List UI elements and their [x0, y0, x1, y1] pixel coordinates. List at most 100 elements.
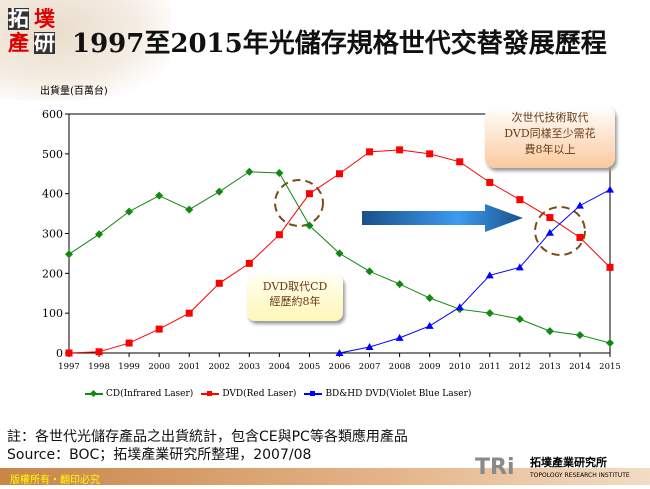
- data-point: [95, 348, 103, 356]
- data-point: [95, 230, 104, 239]
- x-tick-label: 1999: [118, 362, 140, 372]
- data-point: [155, 191, 164, 200]
- logo-char: 拓: [8, 7, 29, 31]
- data-point: [185, 309, 193, 317]
- x-tick-label: 2012: [509, 362, 531, 372]
- footer-bar: 版權所有・翻印必究: [0, 468, 650, 486]
- legend-label: CD(Infrared Laser): [106, 389, 194, 399]
- brand-short: TRi: [475, 455, 515, 480]
- callout-text: 次世代技術取代: [511, 111, 589, 124]
- data-point: [335, 349, 344, 356]
- data-point: [65, 250, 73, 259]
- logo-char: 產: [8, 31, 29, 55]
- data-point: [425, 321, 434, 329]
- data-point: [485, 309, 494, 318]
- data-point: [155, 325, 163, 333]
- y-tick-label: 100: [42, 307, 63, 320]
- data-point: [275, 168, 284, 177]
- brand-zh: 拓墣產業研究所: [530, 456, 607, 469]
- data-point: [365, 343, 374, 351]
- callout-next-gen: 次世代技術取代 DVD同樣至少需花 費8年以上: [485, 106, 615, 168]
- notes: 註：各世代光儲存產品之出貨統計，包含CE與PC等各類應用產品 Source：BO…: [7, 428, 408, 464]
- data-point: [606, 185, 614, 193]
- data-point: [395, 333, 404, 341]
- y-tick-label: 400: [42, 188, 63, 201]
- data-point: [606, 263, 614, 271]
- x-tick-label: 2014: [569, 362, 591, 372]
- x-tick-label: 2007: [359, 362, 381, 372]
- data-point: [336, 170, 343, 178]
- data-point: [305, 190, 313, 198]
- data-point: [365, 267, 374, 276]
- page-title: 1997至2015年光儲存規格世代交替發展歷程: [72, 29, 607, 59]
- data-point: [125, 339, 133, 347]
- legend-label: DVD(Red Laser): [222, 389, 297, 399]
- copyright-text: 版權所有・翻印必究: [10, 475, 100, 486]
- x-tick-label: 1997: [58, 362, 80, 372]
- x-tick-label: 2002: [208, 362, 230, 372]
- x-tick-label: 2000: [148, 362, 170, 372]
- data-point: [456, 158, 464, 166]
- data-point: [245, 167, 254, 176]
- tri-logo: TRi 拓墣產業研究所 TOPOLOGY RESEARCH INSTITUTE: [475, 455, 645, 483]
- logo: 拓 墣 產 研: [8, 8, 60, 58]
- data-point: [576, 233, 584, 241]
- data-point: [455, 303, 464, 311]
- line-chart: 0 100 200 300 400 500 600 1997 1998 1999 2000 2001 2…: [42, 108, 621, 372]
- source-text: Source：BOC；拓墣產業研究所整理，2007/08: [7, 447, 312, 463]
- x-tick-label: 2005: [299, 362, 321, 372]
- callout-text: DVD同樣至少需花: [504, 127, 596, 140]
- data-point: [275, 231, 283, 239]
- data-point: [545, 327, 554, 336]
- y-axis-label: 出貨量(百萬台): [40, 86, 108, 97]
- legend: CD(Infrared Laser) DVD(Red Laser) BD&HD …: [85, 389, 471, 399]
- data-point: [125, 207, 134, 216]
- data-point: [215, 279, 223, 287]
- y-tick-label: 0: [56, 347, 63, 360]
- x-tick-label: 1998: [88, 362, 110, 372]
- data-point: [396, 146, 404, 154]
- data-point: [366, 148, 374, 156]
- x-tick-label: 2001: [178, 362, 200, 372]
- y-tick-label: 200: [42, 267, 63, 280]
- legend-item-cd: CD(Infrared Laser): [85, 389, 193, 399]
- data-point: [485, 271, 494, 279]
- x-tick-label: 2006: [329, 362, 351, 372]
- data-point: [245, 259, 253, 267]
- data-point: [515, 263, 524, 271]
- arrow-shape: [362, 204, 523, 232]
- data-point: [486, 179, 494, 187]
- data-point: [606, 339, 614, 348]
- data-point: [65, 349, 73, 357]
- callout-text: 費8年以上: [524, 143, 576, 156]
- data-point: [426, 150, 434, 158]
- logo-char: 研: [34, 31, 55, 55]
- data-point: [305, 221, 314, 230]
- data-point: [395, 280, 404, 289]
- data-point: [575, 201, 584, 209]
- callout-text: DVD取代CD: [262, 280, 328, 293]
- callout-text: 經歷約8年: [269, 295, 321, 308]
- data-point: [546, 214, 554, 222]
- callout-dvd-replace-cd: DVD取代CD 經歷約8年: [247, 275, 343, 321]
- highlight-circle: [534, 206, 586, 256]
- x-tick-label: 2003: [239, 362, 261, 372]
- data-point: [545, 228, 554, 236]
- legend-item-dvd: DVD(Red Laser): [201, 389, 296, 399]
- x-tick-label: 2015: [599, 362, 621, 372]
- x-tick-label: 2013: [539, 362, 561, 372]
- brand-en: TOPOLOGY RESEARCH INSTITUTE: [530, 472, 630, 479]
- y-tick-label: 500: [42, 148, 63, 161]
- x-tick-label: 2010: [449, 362, 471, 372]
- data-point: [425, 294, 434, 303]
- x-tick-label: 2008: [389, 362, 411, 372]
- x-tick-label: 2004: [269, 362, 291, 372]
- data-point: [335, 249, 344, 258]
- note-text: 註：各世代光儲存產品之出貨統計，包含CE與PC等各類應用產品: [7, 429, 408, 445]
- x-tick-label: 2009: [419, 362, 441, 372]
- x-tick-label: 2011: [479, 362, 501, 372]
- y-tick-label: 300: [42, 228, 63, 241]
- series-line-2: [339, 189, 611, 354]
- data-point: [516, 196, 524, 204]
- data-point: [575, 331, 584, 340]
